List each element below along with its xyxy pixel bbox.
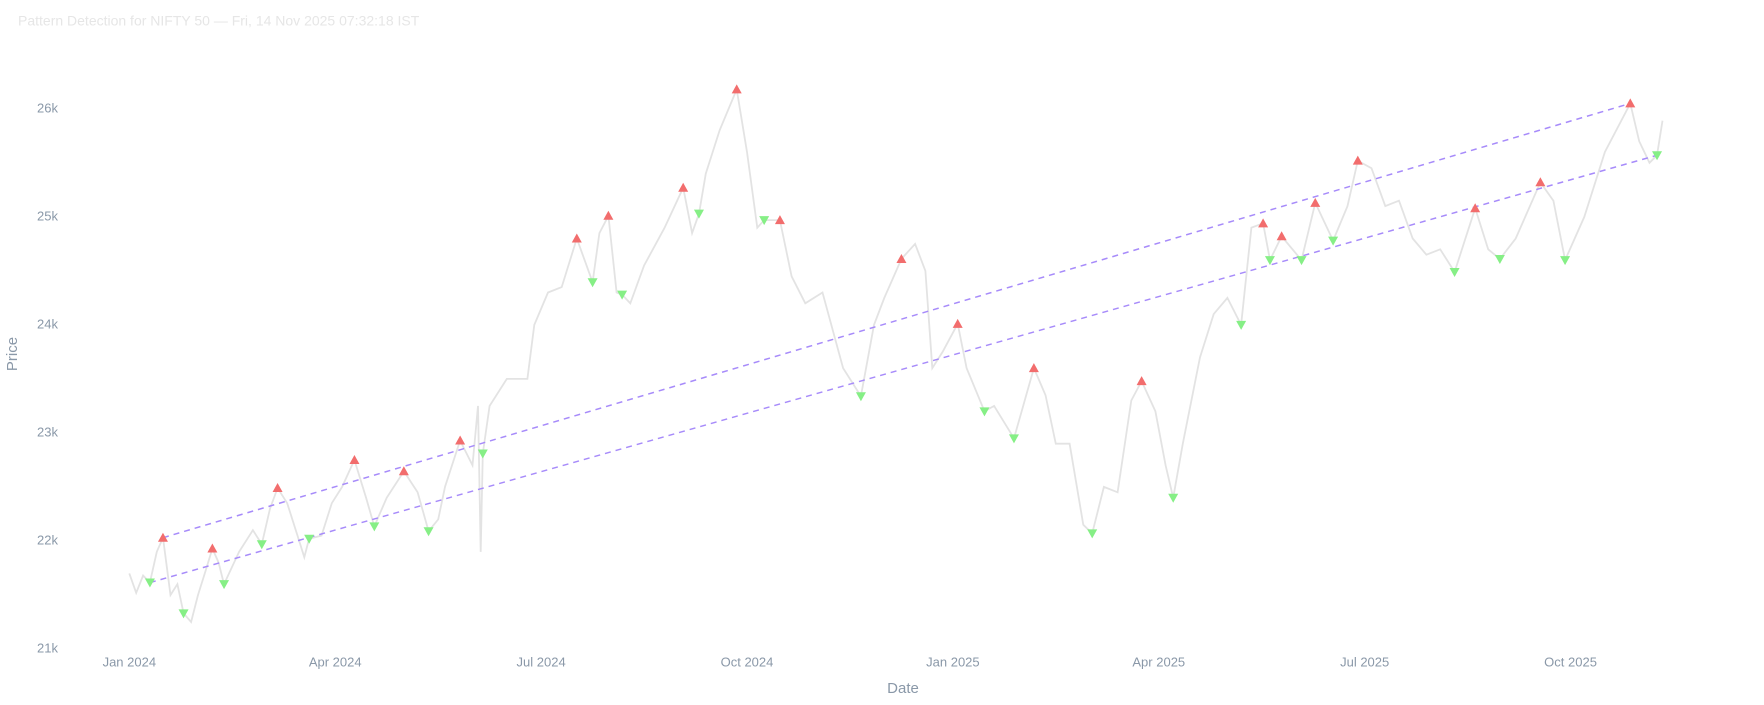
y-tick-label: 23k — [37, 424, 58, 439]
peak-marker — [952, 318, 963, 328]
y-tick-label: 24k — [37, 316, 58, 331]
peak-marker — [774, 215, 785, 225]
trough-marker — [304, 534, 315, 544]
trough-marker — [1008, 434, 1019, 444]
trough-marker — [1328, 236, 1339, 246]
x-tick-label: Jan 2025 — [926, 654, 980, 669]
y-tick-label: 21k — [37, 640, 58, 655]
trough-marker — [1168, 493, 1179, 503]
peak-marker — [1310, 197, 1321, 207]
x-axis-title: Date — [887, 680, 919, 697]
trough-marker — [979, 407, 990, 417]
trough-marker — [693, 209, 704, 219]
trough-marker — [1652, 151, 1663, 161]
peak-marker — [207, 543, 218, 553]
x-tick-label: Jul 2025 — [1340, 654, 1389, 669]
trough-marker — [759, 216, 770, 226]
trough-marker — [423, 527, 434, 537]
peak-marker — [349, 454, 360, 464]
y-tick-label: 25k — [37, 208, 58, 223]
x-tick-label: Oct 2025 — [1544, 654, 1597, 669]
trough-marker — [855, 392, 866, 402]
peak-marker — [1028, 363, 1039, 373]
x-tick-label: Jul 2024 — [517, 654, 566, 669]
peak-marker — [157, 532, 168, 542]
peak-marker — [455, 435, 466, 445]
trough-marker — [1494, 254, 1505, 264]
peak-marker — [272, 483, 283, 493]
peak-marker — [1535, 177, 1546, 187]
trough-marker — [1236, 320, 1247, 330]
peak-marker — [1352, 155, 1363, 165]
chart-title: Pattern Detection for NIFTY 50 — Fri, 14… — [18, 13, 420, 29]
trough-marker — [219, 580, 230, 590]
trough-marker — [1449, 267, 1460, 277]
x-tick-label: Apr 2025 — [1132, 654, 1185, 669]
peak-marker — [571, 233, 582, 243]
x-tick-label: Apr 2024 — [309, 654, 362, 669]
peak-marker — [603, 210, 614, 220]
trough-marker — [477, 449, 488, 459]
trend-line — [162, 102, 1631, 539]
peak-marker — [398, 466, 409, 476]
peak-marker — [1470, 203, 1481, 213]
trough-marker — [617, 290, 628, 300]
trough-marker — [144, 578, 155, 588]
y-tick-label: 26k — [37, 100, 58, 115]
x-tick-label: Oct 2024 — [721, 654, 774, 669]
trough-marker — [369, 522, 380, 532]
peak-marker — [1276, 231, 1287, 241]
trough-marker — [1264, 256, 1275, 266]
y-axis-title: Price — [4, 337, 21, 371]
trough-marker — [1296, 256, 1307, 266]
price-line — [128, 86, 1664, 624]
trough-marker — [256, 540, 267, 550]
peak-marker — [1136, 376, 1147, 386]
peak-marker — [678, 182, 689, 192]
trough-marker — [178, 609, 189, 619]
peak-marker — [1625, 98, 1636, 108]
peak-marker — [731, 84, 742, 94]
trough-marker — [1560, 256, 1571, 266]
peak-marker — [1258, 218, 1269, 228]
trough-marker — [1087, 529, 1098, 539]
y-tick-label: 22k — [37, 532, 58, 547]
x-tick-label: Jan 2024 — [103, 654, 157, 669]
peak-marker — [896, 253, 907, 263]
trend-line — [149, 154, 1658, 584]
trough-marker — [587, 278, 598, 288]
